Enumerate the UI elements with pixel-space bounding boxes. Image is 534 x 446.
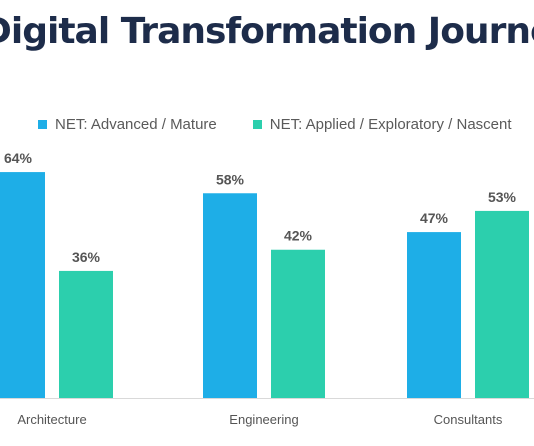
data-label-architecture-applied: 36%: [72, 249, 101, 265]
category-label-architecture: Architecture: [17, 412, 86, 427]
chart-title: Digital Transformation Journey Today: [0, 11, 534, 52]
legend-label-applied: NET: Applied / Exploratory / Nascent: [269, 116, 512, 133]
data-label-architecture-advanced: 64%: [4, 150, 33, 166]
bar-architecture-applied: [59, 270, 113, 398]
legend-swatch-applied: [252, 120, 262, 129]
bar-engineering-applied: [271, 249, 325, 398]
category-label-engineering: Engineering: [229, 412, 298, 427]
legend-swatch-advanced: [38, 120, 47, 129]
category-label-consultants: Consultants: [434, 412, 503, 427]
bar-consultants-advanced: [407, 232, 461, 398]
chart-legend: NET: Advanced / Mature NET: Applied / Ex…: [38, 116, 534, 133]
data-label-consultants-applied: 53%: [488, 189, 517, 205]
bar-engineering-advanced: [203, 193, 257, 398]
data-label-consultants-advanced: 47%: [420, 210, 449, 226]
legend-label-advanced: NET: Advanced / Mature: [55, 116, 217, 133]
data-label-engineering-applied: 42%: [284, 228, 313, 244]
bar-architecture-advanced: [0, 172, 45, 398]
bar-consultants-applied: [475, 210, 529, 398]
legend-item-advanced: NET: Advanced / Mature: [38, 116, 217, 133]
data-label-engineering-advanced: 58%: [216, 171, 245, 187]
legend-item-applied: NET: Applied / Exploratory / Nascent: [252, 116, 512, 133]
